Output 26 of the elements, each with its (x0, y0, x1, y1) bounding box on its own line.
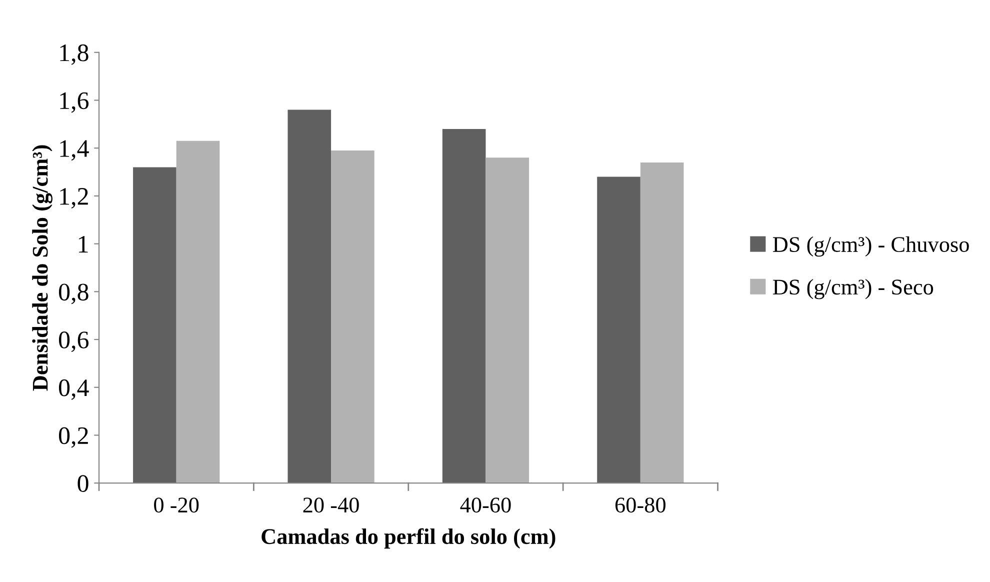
y-tick-label: 0,6 (58, 332, 89, 352)
x-tick-label: 40-60 (460, 498, 511, 513)
bar (640, 162, 684, 484)
y-tick-label: 0 (78, 475, 88, 492)
y-axis-title: Densidade do Solo (g/cm³) (32, 145, 52, 391)
legend-label: DS (g/cm³) - Seco (772, 278, 934, 300)
bar (597, 176, 640, 484)
y-tick-label: 1,6 (60, 92, 89, 113)
bar (176, 140, 220, 484)
bar (288, 110, 332, 484)
y-tick-label: 1,4 (60, 140, 89, 161)
y-tick-label: 0,8 (58, 284, 88, 304)
y-tick-label: 0,2 (58, 427, 88, 448)
x-tick-label: 20 -40 (303, 498, 359, 513)
y-tick-label: 1 (78, 236, 88, 252)
x-tick-label: 0 -20 (154, 498, 199, 513)
bar (486, 158, 530, 484)
y-tick-label: 1,2 (60, 188, 88, 208)
y-tick-label: 1,8 (60, 44, 88, 65)
bar (133, 167, 176, 484)
legend-label: DS (g/cm³) - Chuvoso (772, 236, 969, 257)
bar (442, 128, 486, 484)
x-axis-title: Camadas do perfil do solo (cm) (262, 528, 556, 549)
y-tick-label: 0,4 (58, 379, 89, 400)
x-tick-label: 60-80 (615, 498, 666, 513)
bar (331, 150, 374, 484)
